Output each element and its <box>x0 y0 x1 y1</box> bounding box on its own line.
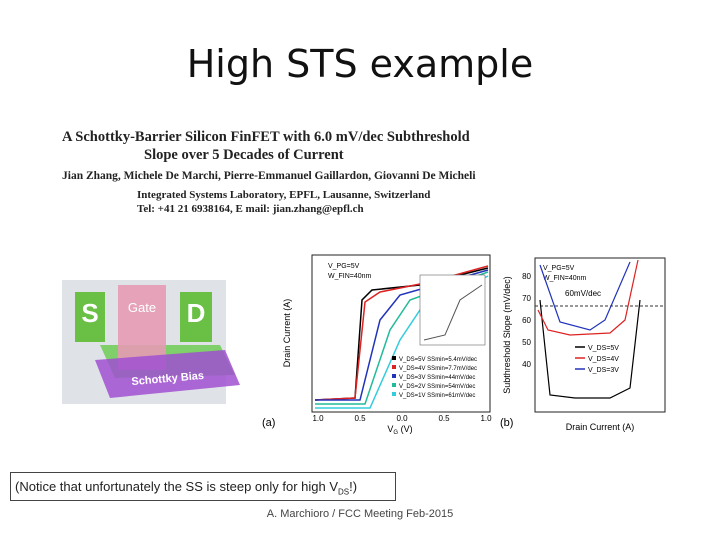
legend-entry: V_DS=1V SSmin=61mV/dec <box>399 393 475 399</box>
condition: V_PG=5V <box>328 263 360 270</box>
panel-label: (b) <box>500 417 513 429</box>
legend-swatch <box>392 374 396 378</box>
x-tick-label: 0.0 <box>396 414 408 423</box>
legend-entry: V_DS=2V SSmin=54mV/dec <box>399 384 475 390</box>
paper-contact: Tel: +41 21 6938164, E mail: jian.zhang@… <box>137 203 364 215</box>
annotation: 60mV/dec <box>565 289 601 298</box>
panel-label: (a) <box>262 417 275 429</box>
curve <box>539 299 641 399</box>
x-tick-label: 0.5 <box>354 414 366 423</box>
paper-title: Slope over 5 Decades of Current <box>144 147 344 163</box>
y-tick-label: 60 <box>522 316 531 325</box>
legend-entry: V_DS=3V SSmin=44mV/dec <box>399 375 475 381</box>
curve <box>537 259 639 336</box>
legend-swatch <box>392 356 396 360</box>
plot-frame <box>311 254 491 413</box>
condition: W_FIN=40nm <box>543 275 587 282</box>
paper-authors: Jian Zhang, Michele De Marchi, Pierre-Em… <box>62 170 476 182</box>
drain-label: D <box>187 298 206 328</box>
x-tick-label: 0.5 <box>438 414 450 423</box>
x-tick-label: 1.0 <box>312 414 324 423</box>
y-tick-label: 70 <box>522 294 531 303</box>
x-axis-label: Drain Current (A) <box>566 422 635 432</box>
legend-entry: V_DS=4V SSmin=7.7mV/dec <box>399 366 477 372</box>
source-block <box>75 292 105 342</box>
y-axis-label: Subthreshold Slope (mV/dec) <box>502 276 512 394</box>
inset-curve <box>423 284 483 341</box>
footer: A. Marchioro / FCC Meeting Feb-2015 <box>266 508 454 520</box>
plot-frame <box>534 257 666 413</box>
barrier-slab <box>95 350 240 398</box>
paper-header: A Schottky-Barrier Silicon FinFET with 6… <box>62 128 502 216</box>
source-label: S <box>81 298 98 328</box>
figure-a: Drain Current (A) (a) 1.0 0.5 0.0 0.5 1.0 VG… <box>262 254 492 436</box>
legend-swatch <box>392 383 396 387</box>
y-axis-label: Drain Current (A) <box>282 299 292 368</box>
inset <box>419 274 486 346</box>
condition: V_PG=5V <box>543 265 575 272</box>
legend-swatch <box>392 365 396 369</box>
y-tick-label: 40 <box>522 360 531 369</box>
curve <box>539 261 631 331</box>
legend-entry: V_DS=4V <box>588 356 619 363</box>
y-tick-label: 80 <box>522 272 531 281</box>
drain-block <box>180 292 212 342</box>
condition: W_FIN=40nm <box>328 273 372 280</box>
x-axis-label: VG (V) <box>387 424 412 436</box>
legend-entry: V_DS=5V SSmin=5.4mV/dec <box>399 357 477 363</box>
gate-label: Gate <box>128 300 156 315</box>
y-tick-label: 50 <box>522 338 531 347</box>
legend-swatch <box>392 392 396 396</box>
legend-entry: V_DS=3V <box>588 367 619 374</box>
device-image: S Gate D Schottky Bias <box>62 280 240 404</box>
paper-affiliation: Integrated Systems Laboratory, EPFL, Lau… <box>137 189 431 201</box>
note: (Notice that unfortunately the SS is ste… <box>10 472 396 501</box>
x-tick-label: 1.0 <box>480 414 492 423</box>
slide-title: High STS example <box>186 42 534 86</box>
figure-b: Subthreshold Slope (mV/dec) (b) Drain Cu… <box>500 257 666 432</box>
paper-title: A Schottky-Barrier Silicon FinFET with 6… <box>62 129 470 145</box>
legend-entry: V_DS=5V <box>588 345 619 352</box>
